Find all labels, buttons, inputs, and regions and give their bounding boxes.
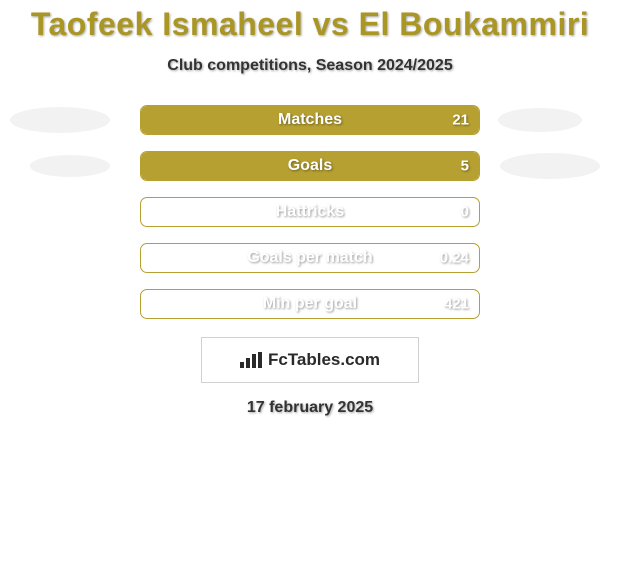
logo-text: FcTables.com [268, 350, 380, 370]
stat-value: 21 [452, 112, 469, 129]
right-ellipse [500, 153, 600, 179]
page-title: Taofeek Ismaheel vs El Boukammiri [0, 0, 620, 43]
stat-row: Min per goal421 [0, 289, 620, 319]
right-ellipse [498, 108, 582, 132]
stat-row: Goals5 [0, 151, 620, 181]
stat-label: Goals per match [141, 249, 479, 267]
stat-value: 5 [461, 158, 469, 175]
comparison-card: Taofeek Ismaheel vs El Boukammiri Club c… [0, 0, 620, 580]
stat-bar: Min per goal421 [140, 289, 480, 319]
stats-stage: Matches21 Goals5 Hattricks0 Goals per match… [0, 105, 620, 319]
barchart-icon [240, 352, 262, 368]
source-logo[interactable]: FcTables.com [201, 337, 419, 383]
stat-value: 0.24 [440, 250, 469, 267]
stat-value: 421 [444, 296, 469, 313]
stat-label: Matches [141, 111, 479, 129]
subtitle: Club competitions, Season 2024/2025 [0, 57, 620, 75]
left-ellipse [10, 107, 110, 133]
stat-bar: Hattricks0 [140, 197, 480, 227]
stat-label: Hattricks [141, 203, 479, 221]
left-ellipse [30, 155, 110, 177]
stat-value: 0 [461, 204, 469, 221]
stat-bar: Goals5 [140, 151, 480, 181]
stat-row: Hattricks0 [0, 197, 620, 227]
date-label: 17 february 2025 [0, 399, 620, 417]
stat-bar: Goals per match0.24 [140, 243, 480, 273]
stat-row: Goals per match0.24 [0, 243, 620, 273]
stat-row: Matches21 [0, 105, 620, 135]
stat-bar: Matches21 [140, 105, 480, 135]
stat-label: Min per goal [141, 295, 479, 313]
stat-label: Goals [141, 157, 479, 175]
